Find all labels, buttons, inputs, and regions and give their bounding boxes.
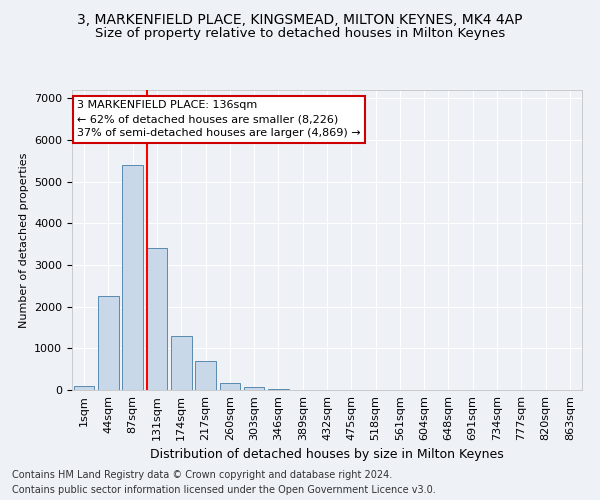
Bar: [195, 361, 216, 390]
Text: 3 MARKENFIELD PLACE: 136sqm
← 62% of detached houses are smaller (8,226)
37% of : 3 MARKENFIELD PLACE: 136sqm ← 62% of det…: [77, 100, 361, 138]
Bar: [244, 386, 265, 390]
Bar: [122, 165, 143, 390]
Text: 3, MARKENFIELD PLACE, KINGSMEAD, MILTON KEYNES, MK4 4AP: 3, MARKENFIELD PLACE, KINGSMEAD, MILTON …: [77, 12, 523, 26]
Bar: [268, 389, 289, 390]
Text: Size of property relative to detached houses in Milton Keynes: Size of property relative to detached ho…: [95, 28, 505, 40]
Y-axis label: Number of detached properties: Number of detached properties: [19, 152, 29, 328]
Bar: [220, 382, 240, 390]
Text: Contains HM Land Registry data © Crown copyright and database right 2024.: Contains HM Land Registry data © Crown c…: [12, 470, 392, 480]
X-axis label: Distribution of detached houses by size in Milton Keynes: Distribution of detached houses by size …: [150, 448, 504, 462]
Bar: [74, 386, 94, 390]
Bar: [171, 336, 191, 390]
Bar: [146, 248, 167, 390]
Bar: [98, 296, 119, 390]
Text: Contains public sector information licensed under the Open Government Licence v3: Contains public sector information licen…: [12, 485, 436, 495]
